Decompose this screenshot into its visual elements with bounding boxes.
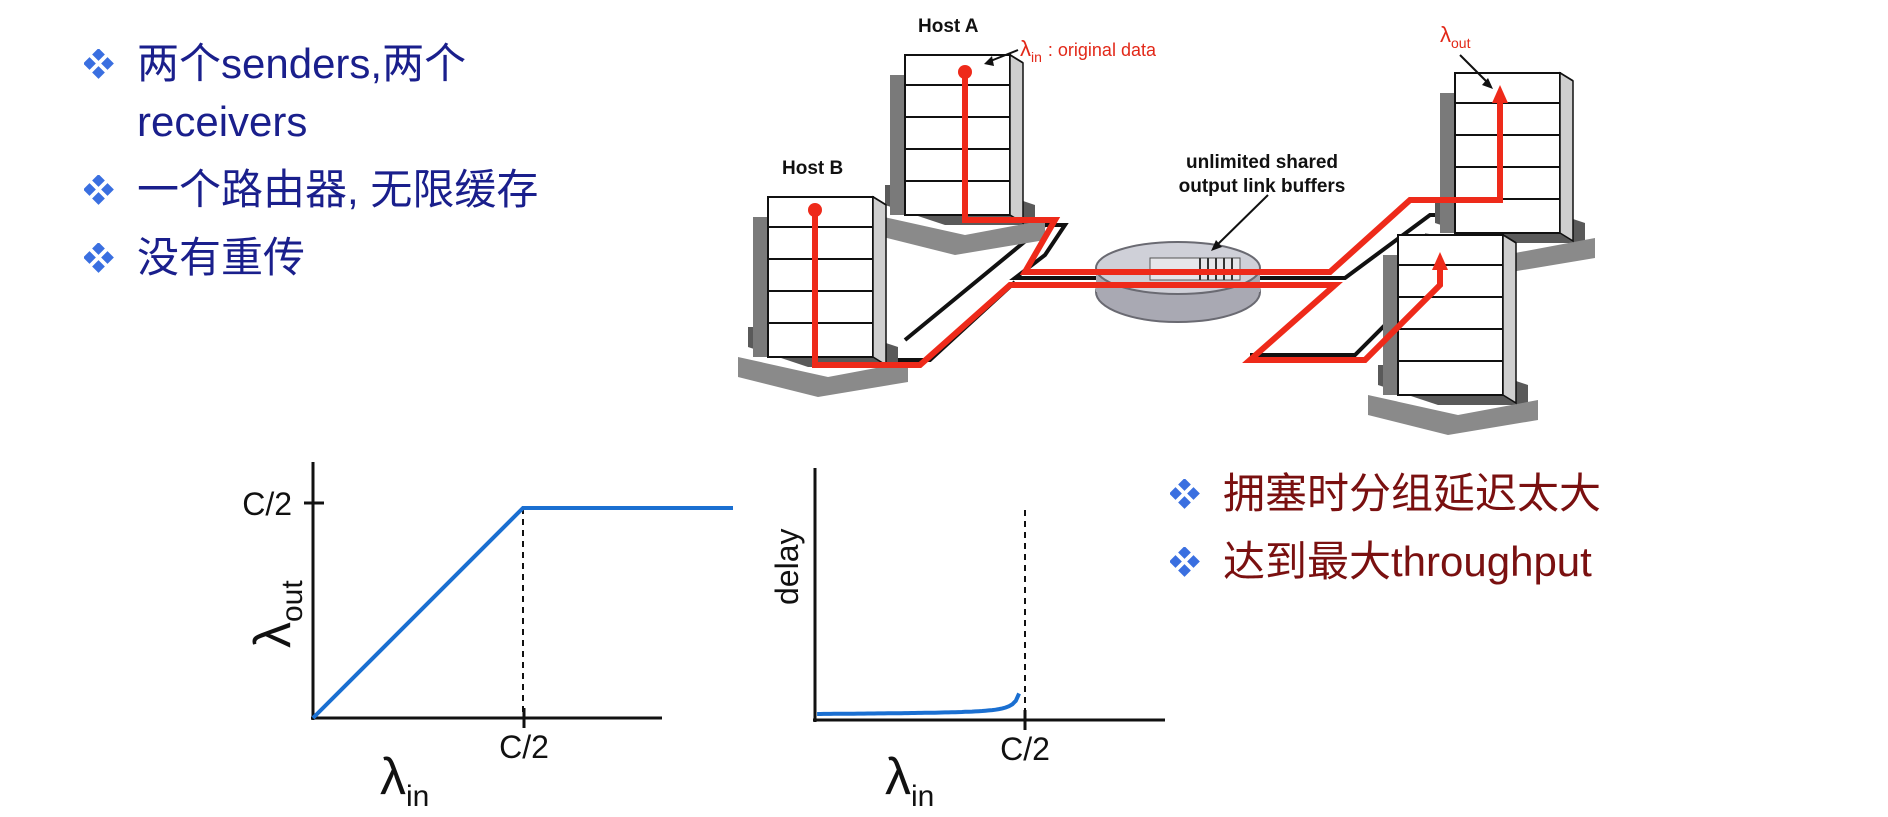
throughput-chart: C/2 C/2 λin λout	[242, 462, 733, 813]
bullet-text: 拥塞时分组延迟太大	[1223, 470, 1602, 517]
x-axis-label: λin	[885, 748, 934, 813]
bullet-list-bottom: 拥塞时分组延迟太大 达到最大throughput	[1168, 465, 1608, 601]
buffer-label-line1: unlimited shared	[1186, 152, 1338, 173]
bullet-item: 没有重传	[82, 229, 602, 287]
bullet-item: 拥塞时分组延迟太大	[1168, 465, 1608, 523]
x-axis-label: λin	[380, 748, 429, 813]
diamond-bullet-icon	[84, 243, 114, 273]
bullet-text: 一个路由器, 无限缓存	[137, 166, 539, 213]
throughput-curve	[311, 506, 733, 720]
bullet-text: 没有重传	[137, 234, 306, 281]
bullet-item: 一个路由器, 无限缓存	[82, 161, 602, 219]
diamond-bullet-icon	[1170, 547, 1200, 577]
flow-path-host-b	[812, 210, 1443, 368]
buffer-label-line2: output link buffers	[1179, 176, 1346, 197]
y-tick-label: C/2	[242, 486, 292, 522]
bullet-item: 两个senders,两个receivers	[82, 35, 602, 151]
lambda-in-label: λin: original data	[1020, 36, 1157, 65]
host-b-label: Host B	[782, 158, 843, 179]
diamond-bullet-icon	[1170, 479, 1200, 509]
x-tick-label: C/2	[499, 729, 549, 765]
host-a-label: Host A	[918, 16, 979, 37]
network-diagram: Host A Host B λin: original data λout un…	[737, 16, 1596, 436]
x-tick-label: C/2	[1000, 731, 1050, 767]
delay-chart: C/2 λin delay	[769, 468, 1165, 813]
diamond-bullet-icon	[84, 175, 114, 205]
host-a-computer	[874, 54, 1046, 256]
diamond-bullet-icon	[84, 49, 114, 79]
bullet-text: 达到最大throughput	[1223, 538, 1592, 585]
lambda-out-label: λout	[1440, 22, 1471, 51]
y-axis-label: λout	[244, 580, 309, 648]
flow-path-host-a	[962, 72, 1503, 275]
bullet-list-top: 两个senders,两个receivers 一个路由器, 无限缓存 没有重传	[82, 35, 602, 297]
delay-curve	[817, 692, 1021, 716]
y-axis-label: delay	[769, 529, 805, 606]
bullet-item: 达到最大throughput	[1168, 533, 1608, 591]
bullet-text: 两个senders,两个receivers	[137, 40, 467, 145]
